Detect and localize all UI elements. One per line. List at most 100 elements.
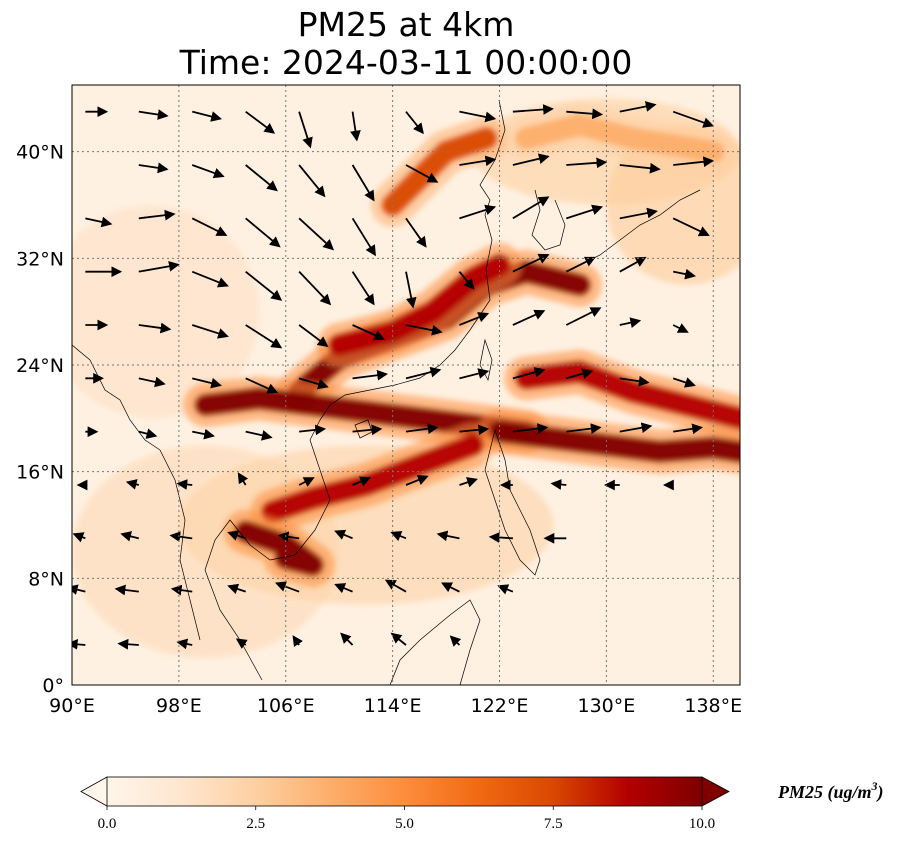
- wind-arrow: [138, 260, 180, 273]
- wind-arrow: [550, 479, 567, 490]
- wind-arrow: [138, 376, 166, 388]
- plume-pacific-band: [477, 409, 740, 474]
- wind-arrow: [138, 109, 169, 120]
- map-frame: [71, 84, 741, 686]
- wind-arrow: [298, 111, 313, 149]
- wind-arrow: [192, 110, 222, 122]
- wind-arrow: [191, 324, 229, 339]
- plume-korea-band: [370, 116, 509, 227]
- wind-arrow: [384, 579, 407, 593]
- wind-arrow: [488, 532, 513, 543]
- wind-arrow: [449, 635, 462, 647]
- wind-arrow: [340, 632, 354, 646]
- lon-tick-label: 138°E: [684, 695, 742, 717]
- wind-arrow: [436, 530, 460, 542]
- wind-arrow: [169, 531, 193, 543]
- wind-arrow: [619, 162, 661, 174]
- wind-arrow: [672, 323, 689, 333]
- colorbar-extend-min: [81, 777, 107, 806]
- wind-arrow: [298, 164, 326, 198]
- wind-arrow: [565, 307, 602, 326]
- colorbar-tick-label: 2.5: [246, 816, 265, 832]
- taiwan-coastline: [479, 338, 493, 382]
- wind-arrow: [352, 476, 372, 487]
- lon-tick-label: 130°E: [578, 695, 636, 717]
- wind-arrow: [619, 256, 647, 273]
- plume-upper-pacific-band: [504, 349, 740, 441]
- map-timestamp: Time: 2024-03-11 00:00:00: [179, 43, 633, 82]
- wind-arrow: [120, 531, 140, 542]
- lat-tick-label: 8°N: [28, 568, 64, 590]
- korea-coastline: [531, 189, 566, 251]
- wind-arrow: [192, 428, 215, 440]
- wind-arrow: [619, 375, 650, 387]
- wind-arrow: [191, 270, 229, 288]
- wind-arrow: [227, 583, 246, 595]
- wind-arrow: [350, 111, 361, 142]
- wind-arrow: [277, 531, 300, 543]
- wind-arrow: [459, 155, 497, 167]
- wind-arrow: [512, 423, 549, 434]
- wind-arrow: [138, 428, 158, 439]
- wind-arrow: [275, 581, 300, 593]
- china-coastline: [329, 99, 506, 406]
- colorbar-tick-label: 0.0: [98, 816, 117, 832]
- lat-tick-label: 16°N: [16, 462, 64, 484]
- wind-arrow: [351, 164, 375, 202]
- wind-arrow: [298, 217, 335, 251]
- wind-arrow: [512, 367, 546, 380]
- wind-arrow: [459, 110, 497, 123]
- wind-arrow: [459, 312, 490, 326]
- wind-arrow: [512, 196, 550, 220]
- colorbar-tick-label: 5.0: [395, 816, 414, 832]
- wind-arrow: [245, 110, 276, 134]
- wind-arrow: [191, 217, 228, 236]
- wind-arrow: [72, 638, 86, 650]
- wind-arrow: [390, 632, 407, 646]
- wind-arrow: [565, 256, 596, 273]
- wind-arrow: [405, 474, 429, 486]
- wind-arrow: [125, 479, 140, 490]
- wind-arrow: [672, 110, 715, 128]
- wind-arrow: [298, 377, 329, 390]
- plume-japan-band: [504, 103, 736, 174]
- wind-arrow: [673, 156, 715, 168]
- japan-coastline: [579, 189, 701, 266]
- wind-arrow: [72, 532, 86, 543]
- colorbar-label: PM25 (ug/m3): [777, 779, 884, 803]
- wind-arrow: [245, 270, 283, 301]
- wind-arrow: [170, 584, 193, 596]
- wind-arrow: [405, 164, 439, 183]
- wind-arrow: [352, 324, 386, 341]
- lon-tick-label: 114°E: [364, 695, 422, 717]
- colorbar-tick-label: 7.5: [544, 816, 563, 832]
- map-title: PM25 at 4km: [297, 5, 515, 44]
- wind-arrow: [176, 479, 193, 490]
- wind-arrow: [351, 217, 376, 257]
- wind-arrow: [334, 529, 353, 540]
- wind-arrow: [245, 377, 279, 394]
- wind-arrow: [459, 424, 490, 436]
- wind-arrow: [235, 638, 248, 649]
- wind-arrow: [458, 271, 475, 290]
- colorbar-gradient: [107, 777, 702, 806]
- wind-arrow: [672, 217, 710, 237]
- wind-arrow: [298, 477, 315, 487]
- lat-tick-label: 32°N: [16, 248, 64, 270]
- lon-tick-label: 106°E: [257, 695, 315, 717]
- lon-tick-label: 90°E: [49, 695, 95, 717]
- wind-arrow: [405, 111, 424, 135]
- wind-arrow: [191, 164, 225, 179]
- wind-arrow: [459, 368, 490, 380]
- wind-arrow: [619, 422, 653, 434]
- wind-arrow: [405, 271, 417, 309]
- wind-arrow: [566, 108, 604, 120]
- lon-tick-label: 98°E: [156, 695, 202, 717]
- lat-tick-label: 24°N: [16, 355, 64, 377]
- wind-arrow: [192, 377, 222, 389]
- wind-arrow: [390, 531, 407, 542]
- wind-arrow: [566, 157, 608, 169]
- wind-arrow: [672, 377, 696, 388]
- wind-arrow: [245, 217, 281, 248]
